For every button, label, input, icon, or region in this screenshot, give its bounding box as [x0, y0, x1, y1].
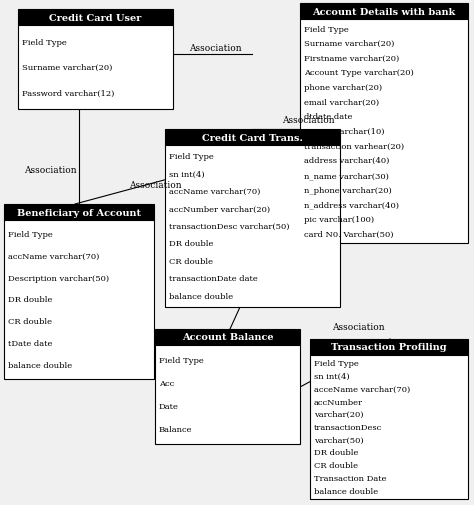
Text: CR double: CR double [8, 318, 52, 326]
Text: Password varchar(12): Password varchar(12) [22, 89, 114, 97]
Text: Account Details with bank: Account Details with bank [312, 8, 456, 17]
Text: n_address varchar(40): n_address varchar(40) [304, 201, 399, 209]
Text: sn int(4): sn int(4) [169, 170, 205, 178]
Text: Association: Association [128, 180, 182, 189]
Text: accName varchar(70): accName varchar(70) [8, 252, 100, 261]
Text: accNumber varchar(20): accNumber varchar(20) [169, 205, 270, 213]
Text: Transaction Profiling: Transaction Profiling [331, 343, 447, 352]
Bar [4, 205, 154, 221]
Text: dtdate date: dtdate date [304, 113, 352, 121]
Text: tDate date: tDate date [8, 339, 52, 347]
Text: Beneficiary of Account: Beneficiary of Account [17, 208, 141, 217]
Bar [310, 339, 468, 356]
Text: Balance: Balance [159, 425, 192, 433]
Text: transactionDesc varchar(50): transactionDesc varchar(50) [169, 223, 290, 231]
Text: n_name varchar(30): n_name varchar(30) [304, 172, 389, 180]
Text: Field Type: Field Type [169, 153, 214, 161]
Text: balance double: balance double [314, 487, 378, 495]
Bar [18, 10, 173, 26]
Text: Field Type: Field Type [8, 231, 53, 239]
Bar [300, 20, 468, 243]
Bar [310, 356, 468, 499]
Text: accNumber: accNumber [314, 398, 363, 406]
Text: Account Balance: Account Balance [182, 333, 273, 342]
Text: transactionDesc: transactionDesc [314, 423, 382, 431]
Text: Field Type: Field Type [159, 356, 204, 364]
Text: Surname varchar(20): Surname varchar(20) [304, 40, 394, 48]
Text: Firstname varchar(20): Firstname varchar(20) [304, 55, 399, 63]
Text: sn int(4): sn int(4) [314, 372, 350, 380]
Text: email varchar(20): email varchar(20) [304, 98, 379, 107]
Text: balance double: balance double [8, 361, 72, 369]
Bar [155, 329, 300, 345]
Bar [155, 345, 300, 444]
Text: card N0. Varchar(50): card N0. Varchar(50) [304, 230, 393, 238]
Text: pic varchar(100): pic varchar(100) [304, 216, 374, 223]
Text: Association: Association [189, 43, 241, 53]
Text: n_phone varchar(20): n_phone varchar(20) [304, 186, 392, 194]
Text: Acc: Acc [159, 379, 174, 387]
Bar [300, 4, 468, 20]
Text: Surname varchar(20): Surname varchar(20) [22, 64, 112, 72]
Bar [18, 26, 173, 110]
Text: accName varchar(70): accName varchar(70) [169, 188, 260, 196]
Text: phone varchar(20): phone varchar(20) [304, 84, 382, 92]
Text: Credit Card User: Credit Card User [49, 14, 142, 22]
Text: Association: Association [282, 115, 334, 124]
Text: varchar(20): varchar(20) [314, 411, 364, 419]
Text: address varchar(40): address varchar(40) [304, 157, 389, 165]
Text: Date: Date [159, 402, 179, 410]
Text: CR double: CR double [314, 461, 358, 469]
Text: varchar(50): varchar(50) [314, 436, 364, 444]
Text: Credit Card Trans.: Credit Card Trans. [202, 133, 303, 142]
Text: DR double: DR double [169, 240, 213, 248]
Bar [4, 221, 154, 379]
Text: transaction varhear(20): transaction varhear(20) [304, 142, 404, 150]
Text: Field Type: Field Type [304, 25, 349, 33]
Bar [165, 130, 340, 146]
Text: CR double: CR double [169, 258, 213, 265]
Text: DR double: DR double [8, 296, 52, 304]
Text: transactionDate date: transactionDate date [169, 275, 258, 283]
Text: Description varchar(50): Description varchar(50) [8, 274, 109, 282]
Text: amountvarchar(10): amountvarchar(10) [304, 128, 385, 136]
Text: Field Type: Field Type [314, 360, 359, 368]
Text: DR double: DR double [314, 448, 358, 457]
Text: Field Type: Field Type [22, 38, 67, 46]
Text: balance double: balance double [169, 292, 233, 300]
Text: Association: Association [24, 165, 76, 174]
Text: Transaction Date: Transaction Date [314, 474, 386, 482]
Bar [165, 146, 340, 308]
Text: acceName varchar(70): acceName varchar(70) [314, 385, 410, 393]
Text: Association: Association [332, 323, 384, 332]
Text: Account Type varchar(20): Account Type varchar(20) [304, 69, 414, 77]
